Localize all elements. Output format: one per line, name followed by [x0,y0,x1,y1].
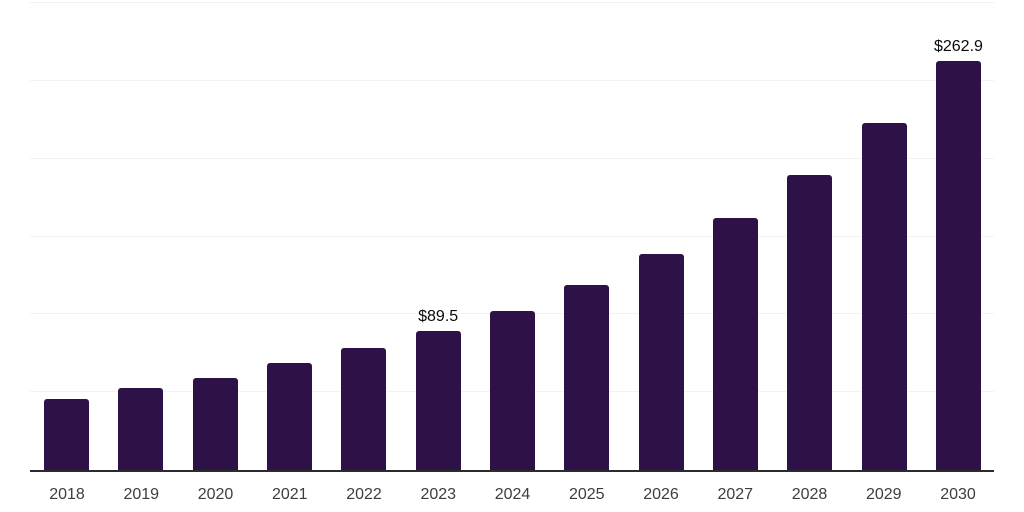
bar-column-2029 [861,122,907,470]
gridline-200 [30,157,994,159]
bar-column-2030: $262.9 [934,38,983,470]
bar-value-label-2023: $89.5 [418,307,459,325]
x-tick-2021: 2021 [271,486,308,503]
x-tick-2027: 2027 [717,486,754,503]
x-tick-2025: 2025 [568,486,605,503]
gridline-150 [30,235,994,237]
bar-2026 [638,254,684,470]
bar-column-2024 [489,310,535,470]
x-tick-2020: 2020 [197,486,234,503]
x-tick-2029: 2029 [865,486,902,503]
x-tick-2019: 2019 [123,486,160,503]
bar-2029 [861,122,907,470]
bar-2018 [44,399,89,470]
x-tick-2026: 2026 [643,486,679,503]
bar-2023 [415,330,461,470]
bar-2030 [935,60,981,470]
gridline-250 [30,79,994,81]
bar-value-label-2030: $262.9 [933,37,983,55]
plot-area: $89.5 $262.9 [30,2,994,470]
bar-column-2023: $89.5 [415,308,461,470]
bars-container: $89.5 $262.9 [30,3,994,470]
bar-2025 [564,284,610,470]
bar-2021 [266,362,312,470]
bar-2024 [489,310,535,470]
bar-column-2026 [638,254,684,470]
bar-2022 [341,347,387,470]
bar-column-2021 [266,362,312,470]
bar-column-2019 [118,388,164,470]
x-tick-2024: 2024 [494,486,531,503]
bar-column-2025 [564,284,610,470]
x-tick-2018: 2018 [49,486,85,503]
bar-column-2027 [712,218,758,470]
x-tick-2030: 2030 [940,486,976,503]
bar-2020 [192,377,238,470]
x-axis-line [30,470,994,472]
bar-2027 [712,218,758,470]
x-tick-2023: 2023 [420,486,457,503]
x-tick-2022: 2022 [346,486,382,503]
bar-2019 [118,388,164,470]
x-tick-2028: 2028 [791,486,828,503]
x-axis-labels: 2018 2019 2020 2021 2022 2023 2024 2025 2026 2027… [30,484,994,506]
gridline-300 [30,2,994,3]
bar-2028 [787,175,833,470]
bar-column-2020 [192,377,238,470]
bar-column-2028 [787,175,833,470]
bar-column-2018 [44,399,89,470]
bar-column-2022 [341,347,387,470]
